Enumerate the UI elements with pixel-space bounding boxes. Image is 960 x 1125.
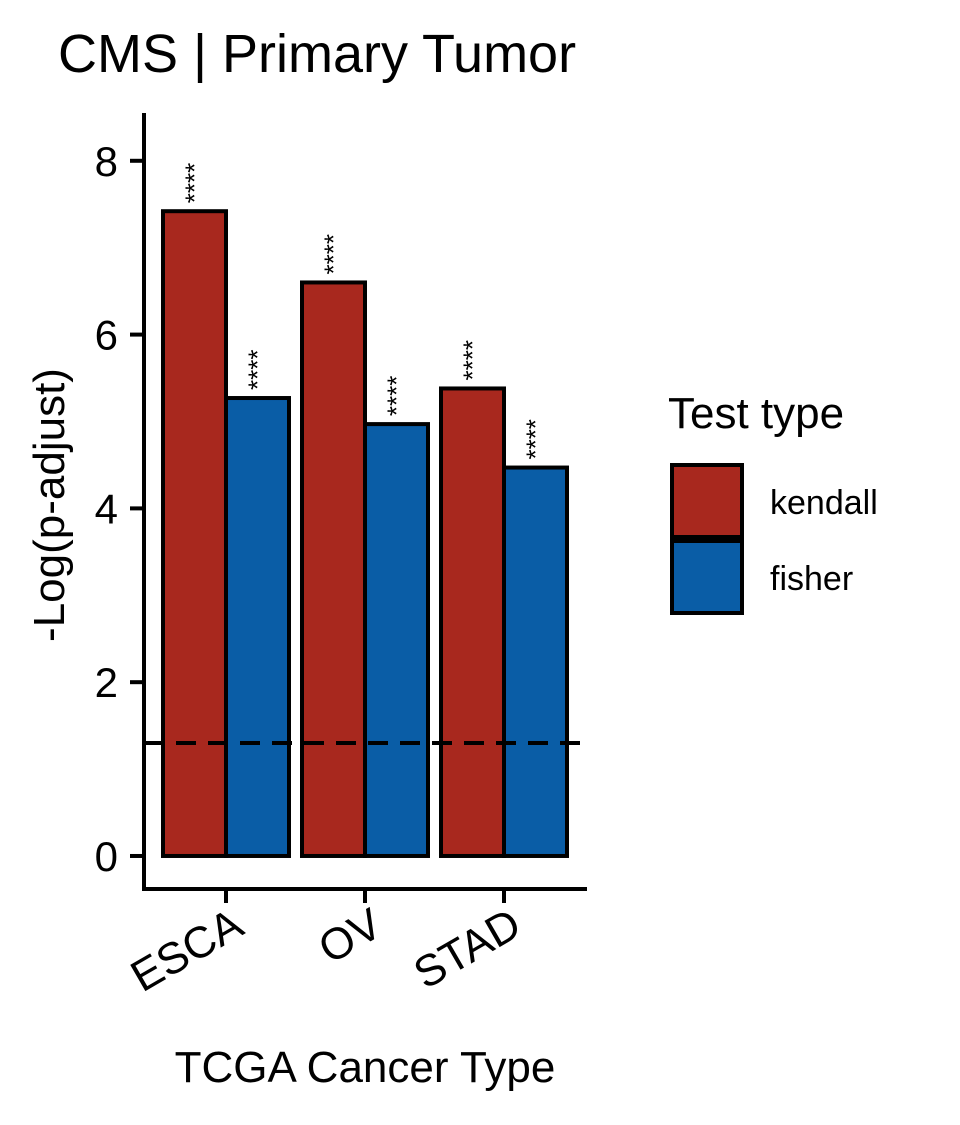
significance-label: **** xyxy=(458,340,488,380)
x-axis-title: TCGA Cancer Type xyxy=(175,1043,556,1092)
y-tick-label: 0 xyxy=(95,833,118,880)
significance-label: **** xyxy=(319,234,349,274)
bars-group xyxy=(161,209,569,858)
x-tick-label-ov: OV xyxy=(310,899,390,974)
bar-kendall-OV xyxy=(300,280,367,858)
legend-key-kendall xyxy=(670,463,744,539)
significance-labels: **** **** **** **** **** **** xyxy=(180,163,551,460)
y-axis-title: -Log(p-adjust) xyxy=(25,368,74,642)
bar-fisher-OV xyxy=(363,422,430,858)
y-tick-label: 8 xyxy=(95,138,118,185)
x-tick-label-esca: ESCA xyxy=(123,899,252,1002)
y-tick-label: 6 xyxy=(95,312,118,359)
bar-fisher-ESCA xyxy=(224,396,291,858)
y-tick-label: 4 xyxy=(95,485,118,532)
x-tick-label-stad: STAD xyxy=(406,899,529,998)
legend-label-fisher: fisher xyxy=(770,560,853,598)
legend-items: kendall fisher xyxy=(670,463,878,615)
bar-kendall-ESCA xyxy=(161,209,228,858)
y-tick-label: 2 xyxy=(95,659,118,706)
plot-area: **** **** **** **** **** **** 0 2 4 6 8 ESCA OV STA… xyxy=(95,113,587,1002)
bar-kendall-STAD xyxy=(439,386,506,858)
chart-title: CMS | Primary Tumor xyxy=(58,24,576,84)
legend-key-fisher xyxy=(670,539,744,615)
legend-title: Test type xyxy=(668,389,844,438)
y-axis-ticks: 0 2 4 6 8 xyxy=(95,138,144,880)
significance-label: **** xyxy=(180,163,210,203)
x-axis-ticks: ESCA OV STAD xyxy=(123,889,529,1002)
significance-label: **** xyxy=(243,350,273,390)
significance-label: **** xyxy=(382,376,412,416)
legend: Test type kendall fisher xyxy=(668,389,878,615)
significance-label: **** xyxy=(521,419,551,459)
bar-fisher-STAD xyxy=(502,465,569,858)
legend-label-kendall: kendall xyxy=(770,484,878,522)
